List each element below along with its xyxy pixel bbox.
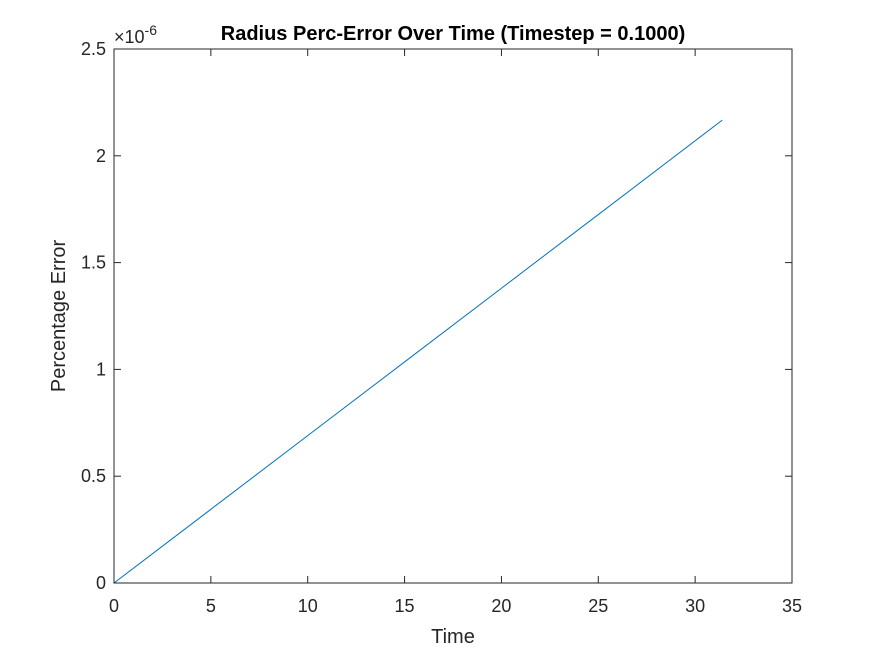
x-axis-label: Time [431, 626, 475, 648]
y-exponent-power: -6 [145, 22, 158, 38]
x-tick-label: 5 [206, 596, 216, 616]
x-tick-label: 10 [298, 596, 318, 616]
y-tick-label: 2.5 [81, 39, 106, 59]
x-tick-label: 15 [395, 596, 415, 616]
y-tick-label: 1.5 [81, 253, 106, 273]
x-tick-label: 20 [491, 596, 511, 616]
series-line [113, 119, 723, 584]
plot-area-background [114, 49, 792, 583]
x-tick-label: 25 [588, 596, 608, 616]
x-tick-label: 0 [109, 596, 119, 616]
x-tick-label: 35 [782, 596, 802, 616]
y-exponent-base: ×10 [114, 27, 145, 47]
y-tick-label: 1 [96, 359, 106, 379]
y-tick-label: 0 [96, 573, 106, 593]
y-tick-label: 0.5 [81, 466, 106, 486]
y-tick-label: 2 [96, 146, 106, 166]
y-axis-label: Percentage Error [48, 240, 70, 393]
chart-title: Radius Perc-Error Over Time (Timestep = … [221, 23, 685, 45]
labels-layer: 0 5 10 15 20 25 30 35 0 0.5 1 1.5 2 2.5 [81, 39, 802, 616]
plot-area-frame [113, 48, 793, 584]
series-layer [113, 119, 723, 584]
x-tick-label: 30 [685, 596, 705, 616]
y-axis-exponent: ×10-6 [114, 22, 157, 47]
